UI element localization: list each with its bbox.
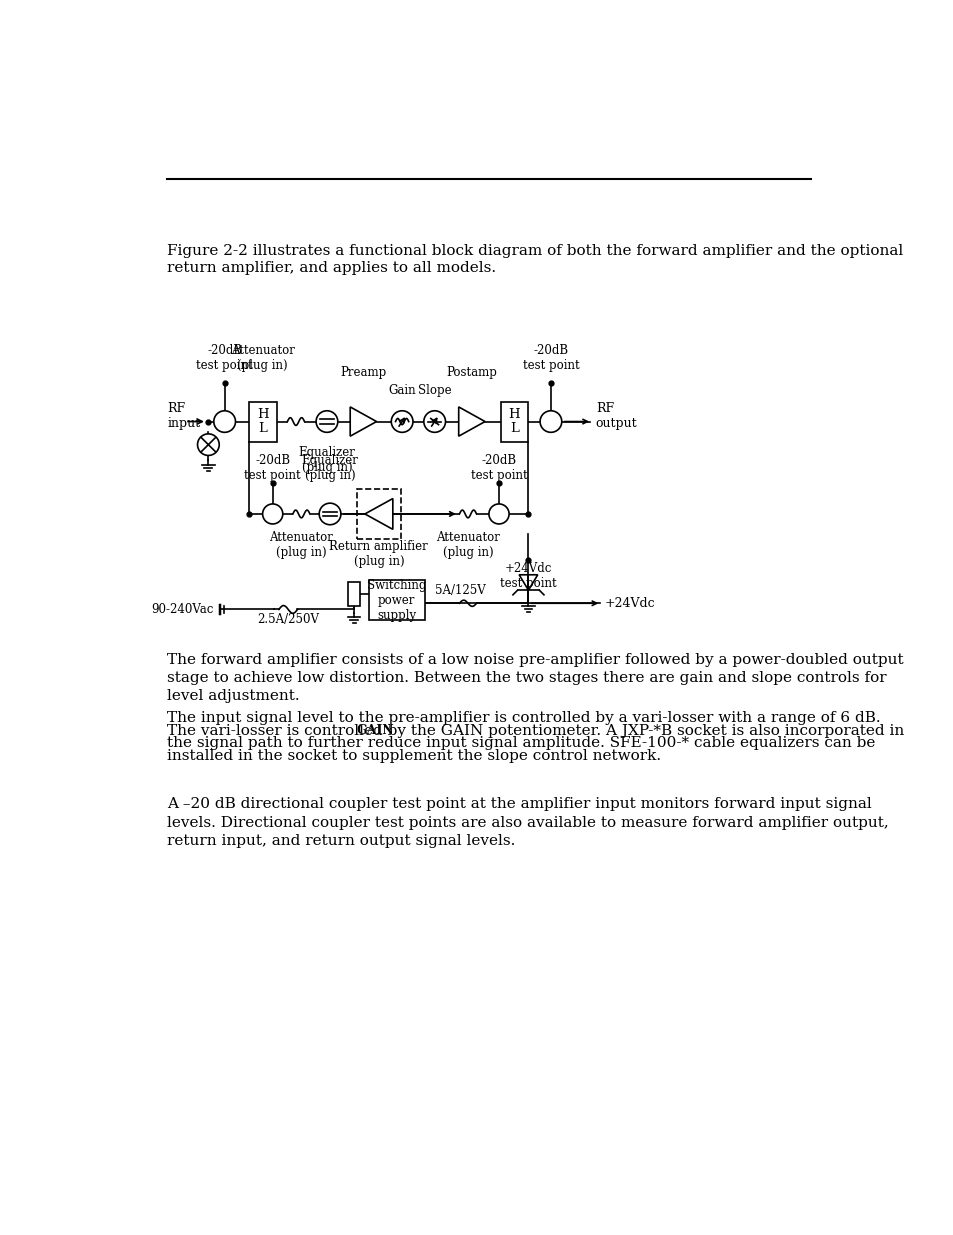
Text: A –20 dB directional coupler test point at the amplifier input monitors forward : A –20 dB directional coupler test point … <box>167 798 888 848</box>
Text: the signal path to further reduce input signal amplitude. SFE-100-* cable equali: the signal path to further reduce input … <box>167 736 875 751</box>
Text: The input signal level to the pre-amplifier is controlled by a vari-losser with : The input signal level to the pre-amplif… <box>167 711 880 725</box>
Text: -20dB
test point: -20dB test point <box>196 343 253 372</box>
Text: Attenuator
(plug in): Attenuator (plug in) <box>269 531 333 559</box>
Circle shape <box>539 411 561 432</box>
Circle shape <box>319 503 340 525</box>
Text: Return amplifier
(plug in): Return amplifier (plug in) <box>329 540 428 568</box>
Text: -20dB
test point: -20dB test point <box>522 343 578 372</box>
Text: L: L <box>510 422 518 435</box>
Text: Slope: Slope <box>417 384 451 396</box>
Text: Preamp: Preamp <box>340 367 386 379</box>
Bar <box>500 401 528 442</box>
Text: +24Vdc
test point: +24Vdc test point <box>499 562 557 589</box>
Text: Figure 2-2 illustrates a functional block diagram of both the forward amplifier : Figure 2-2 illustrates a functional bloc… <box>167 245 902 274</box>
Circle shape <box>423 411 445 432</box>
Text: Gain: Gain <box>388 384 416 396</box>
Text: The vari-losser is controlled by the GAIN potentiometer. A JXP-*B socket is also: The vari-losser is controlled by the GAI… <box>167 724 903 737</box>
Text: H: H <box>256 408 268 421</box>
Text: 5A/125V: 5A/125V <box>435 584 485 597</box>
Bar <box>369 580 424 620</box>
Text: Switching
power
supply: Switching power supply <box>367 579 426 621</box>
Circle shape <box>488 504 509 524</box>
Text: Equalizer
(plug in): Equalizer (plug in) <box>298 446 355 474</box>
Text: +24Vdc: +24Vdc <box>604 597 655 610</box>
Circle shape <box>315 411 337 432</box>
Text: Attenuator
(plug in): Attenuator (plug in) <box>231 343 294 372</box>
Circle shape <box>197 433 219 456</box>
Polygon shape <box>365 499 393 530</box>
Circle shape <box>262 504 282 524</box>
Polygon shape <box>458 406 484 436</box>
Text: H: H <box>508 408 519 421</box>
Text: RF
input: RF input <box>167 403 200 430</box>
Text: installed in the socket to supplement the slope control network.: installed in the socket to supplement th… <box>167 750 660 763</box>
Polygon shape <box>350 406 376 436</box>
Text: The forward amplifier consists of a low noise pre-amplifier followed by a power-: The forward amplifier consists of a low … <box>167 652 903 704</box>
Text: GAIN: GAIN <box>356 724 394 737</box>
Text: 2.5A/250V: 2.5A/250V <box>257 614 319 626</box>
Text: -20dB
test point: -20dB test point <box>470 453 527 482</box>
Text: GAIN: GAIN <box>356 724 394 737</box>
Text: Postamp: Postamp <box>446 367 497 379</box>
Text: 90-240Vac: 90-240Vac <box>152 603 213 616</box>
Circle shape <box>213 411 235 432</box>
Bar <box>249 401 276 442</box>
Text: Attenuator
(plug in): Attenuator (plug in) <box>436 531 499 559</box>
Text: RF
output: RF output <box>596 403 637 430</box>
Bar <box>348 582 360 606</box>
Bar <box>356 489 400 538</box>
Text: -20dB
test point: -20dB test point <box>244 453 301 482</box>
Text: Equalizer
(plug in): Equalizer (plug in) <box>301 453 358 482</box>
Circle shape <box>391 411 413 432</box>
Text: L: L <box>258 422 267 435</box>
